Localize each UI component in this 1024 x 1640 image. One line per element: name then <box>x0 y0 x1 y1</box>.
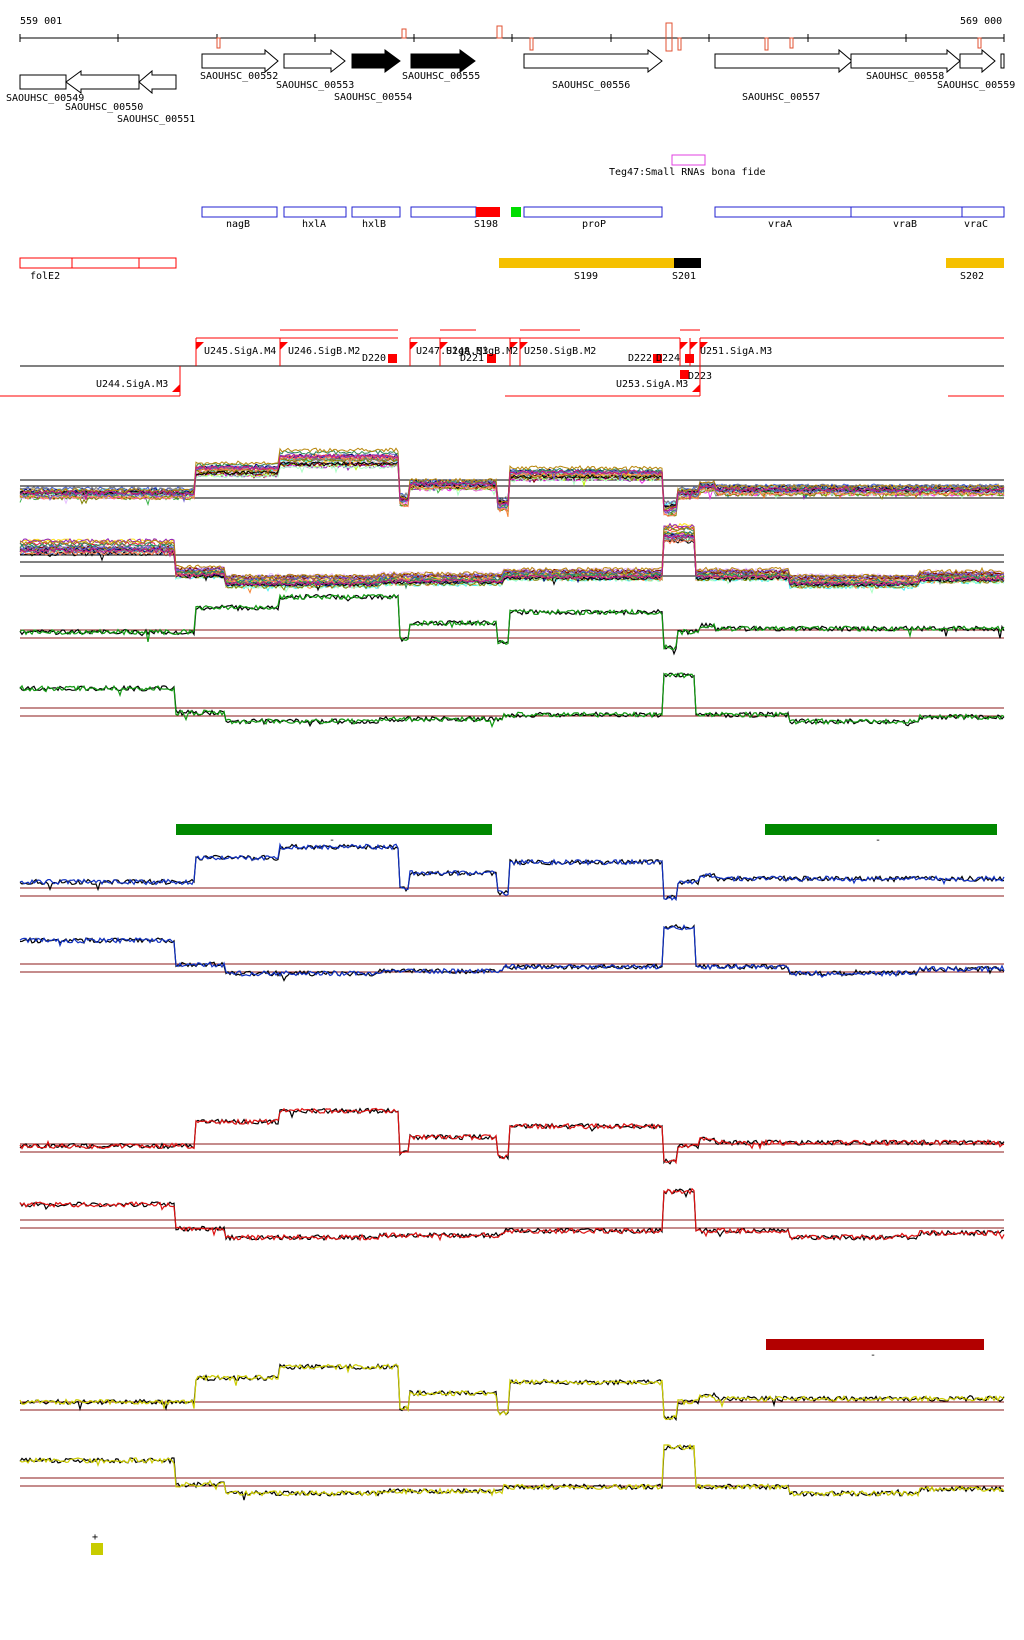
gene-arrow <box>850 48 961 74</box>
multi-condition-track-reverse <box>19 522 1005 595</box>
gene-label: SAOUHSC_00553 <box>276 80 354 91</box>
axis-small-marks <box>216 22 982 52</box>
coord-end: 569 000 <box>960 16 1002 27</box>
promoter-label: U253.SigA.M3 <box>616 379 688 390</box>
gene-arrow <box>714 48 853 74</box>
gene-label: SAOUHSC_00554 <box>334 92 412 103</box>
condition-marker: - <box>329 835 335 846</box>
annotation-label: vraA <box>768 219 792 230</box>
gene-label: SAOUHSC_00557 <box>742 92 820 103</box>
condition-marker: + <box>92 1532 98 1543</box>
gene-arrow <box>410 49 476 73</box>
promoter-label: U248.SigB.M2 <box>446 346 518 357</box>
srna-track: Teg47:Small RNAs bona fide <box>609 154 766 178</box>
gene-label: SAOUHSC_00559 <box>937 80 1015 91</box>
annotation-label: hxlB <box>362 219 386 230</box>
annotation-labels: nagB hxlA hxlB S198 proP vraA vraB vraC <box>226 219 988 230</box>
terminator-label: D220 <box>362 353 386 364</box>
gene-label: SAOUHSC_00549 <box>6 93 84 104</box>
promoter-label: U247.SigA.M3 <box>416 346 488 357</box>
annotation-label: proP <box>582 219 606 230</box>
gene-arrow <box>1000 53 1005 69</box>
condition-marker: - <box>870 1350 876 1361</box>
promoter-label: U244.SigA.M3 <box>96 379 168 390</box>
annotation-label: S198 <box>474 219 498 230</box>
terminator-label: D222 <box>628 353 652 364</box>
terminator-label: D224 <box>656 353 680 364</box>
gene-arrow <box>959 48 996 74</box>
s198-box <box>476 207 500 217</box>
annotation-label: vraC <box>964 219 988 230</box>
axis-ticks <box>19 34 1005 42</box>
promoter-label: U250.SigB.M2 <box>524 346 596 357</box>
gene-arrow <box>201 48 279 74</box>
gene-arrow <box>351 49 401 73</box>
annotation-label: vraB <box>893 219 917 230</box>
expression-panels <box>19 593 1005 1501</box>
regulatory-track: U245.SigA.M4 U246.SigB.M2 U247.SigA.M3 U… <box>0 329 1004 397</box>
annotation-track <box>201 206 1005 218</box>
operon-label: S202 <box>960 271 984 282</box>
gene-arrow <box>523 48 663 74</box>
multi-condition-track-forward <box>19 447 1005 518</box>
gene-label: SAOUHSC_00550 <box>65 102 143 113</box>
coord-start: 559 001 <box>20 16 62 27</box>
coordinate-axis: 559 001 569 000 <box>19 16 1005 52</box>
gene-label: SAOUHSC_00555 <box>402 71 480 82</box>
darkred-condition-bar <box>766 1339 984 1350</box>
condition-bars: - - - + <box>91 824 997 1555</box>
gene-arrow <box>65 70 140 94</box>
srna-label: Teg47:Small RNAs bona fide <box>609 167 766 178</box>
gene-label: SAOUHSC_00556 <box>552 80 630 91</box>
gene-arrow <box>138 69 177 95</box>
gene-arrow <box>19 74 67 90</box>
green-box <box>511 207 521 217</box>
gene-track: SAOUHSC_00552 SAOUHSC_00553 SAOUHSC_0055… <box>6 48 1015 125</box>
gene-arrow <box>283 48 346 74</box>
operon-track: folE2 S199 S201 S202 <box>19 257 1004 282</box>
condition-marker: - <box>875 835 881 846</box>
terminator-label: D221 <box>460 353 484 364</box>
operon-label: folE2 <box>30 271 60 282</box>
yellow-square <box>91 1543 103 1555</box>
operon-label: S199 <box>574 271 598 282</box>
annotation-label: nagB <box>226 219 250 230</box>
gene-label: SAOUHSC_00558 <box>866 71 944 82</box>
promoter-label: U245.SigA.M4 <box>204 346 276 357</box>
operon-label: S201 <box>672 271 696 282</box>
annotation-label: hxlA <box>302 219 326 230</box>
green-condition-bar <box>765 824 997 835</box>
green-condition-bar <box>176 824 492 835</box>
terminator-label: D223 <box>688 371 712 382</box>
promoter-label: U246.SigB.M2 <box>288 346 360 357</box>
gene-label: SAOUHSC_00551 <box>117 114 195 125</box>
promoter-label: U251.SigA.M3 <box>700 346 772 357</box>
gene-label: SAOUHSC_00552 <box>200 71 278 82</box>
